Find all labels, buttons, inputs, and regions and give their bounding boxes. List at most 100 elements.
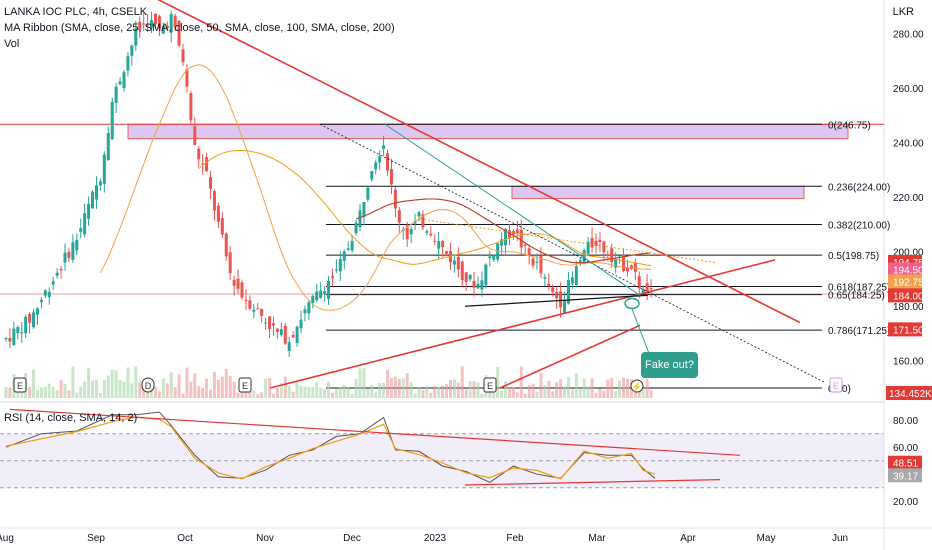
candle-body xyxy=(500,239,504,246)
candle-body xyxy=(275,328,279,332)
earnings-marker-label: D xyxy=(145,381,152,391)
volume-bar xyxy=(413,393,417,398)
candle-body xyxy=(224,233,228,257)
volume-bar xyxy=(75,392,79,398)
fib-label: 0.5(198.75) xyxy=(828,251,879,262)
candle-body xyxy=(633,262,637,272)
volume-bar xyxy=(338,387,342,398)
volume-bar xyxy=(79,386,83,398)
volume-bar xyxy=(622,377,626,398)
volume-bar xyxy=(150,386,154,398)
volume-bar xyxy=(488,388,492,398)
time-tick-label: Dec xyxy=(343,533,361,544)
candle-body xyxy=(79,228,83,232)
time-tick-label: May xyxy=(757,533,776,544)
price-badge xyxy=(888,322,922,337)
volume-bar xyxy=(500,390,504,398)
volume-bar xyxy=(614,391,618,398)
event-markers[interactable]: E D E E E ⚡ xyxy=(13,377,843,393)
candle-body xyxy=(539,255,543,274)
callout-pointer xyxy=(631,308,651,357)
candle-body xyxy=(551,287,555,292)
volume-bar xyxy=(598,388,602,398)
volume-bar xyxy=(323,388,327,398)
volume-bar xyxy=(342,384,346,398)
candle-body xyxy=(189,93,193,121)
candle-body xyxy=(354,222,358,234)
candle-body xyxy=(622,254,626,271)
volume-bar xyxy=(283,376,287,398)
volume-bar xyxy=(169,372,173,398)
supply-zones xyxy=(0,123,884,200)
candle-body xyxy=(460,261,464,281)
volume-bar xyxy=(256,393,260,398)
candle-body xyxy=(87,203,91,219)
volume-bar xyxy=(224,368,228,398)
earnings-marker[interactable] xyxy=(238,377,252,393)
candle-body xyxy=(625,267,629,272)
earnings-marker[interactable] xyxy=(829,377,843,393)
volume-bar xyxy=(20,392,24,398)
candle-body xyxy=(614,259,618,268)
volume-bar xyxy=(185,367,189,398)
volume-bar xyxy=(618,380,622,398)
rsi-badge-label: 39.17 xyxy=(893,471,918,482)
fibonacci-levels: 0(246.75) 0.236(224.00) 0.382(210.00) 0.5(1… xyxy=(320,120,890,395)
candle-body xyxy=(555,292,559,299)
volume-bar xyxy=(527,384,531,398)
candle-body xyxy=(437,241,441,249)
candle-body xyxy=(370,171,374,180)
candle-body xyxy=(476,283,480,289)
volume-bar xyxy=(543,385,547,398)
lower-channel-line xyxy=(499,324,641,389)
volume-bar xyxy=(409,381,413,398)
earnings-marker[interactable] xyxy=(141,377,155,393)
candle-body xyxy=(645,283,649,294)
earnings-marker[interactable] xyxy=(13,377,27,393)
volume-bar xyxy=(47,383,51,398)
candle-body xyxy=(602,241,606,252)
candle-body xyxy=(393,189,397,209)
volume-bar xyxy=(315,382,319,398)
candle-body xyxy=(8,337,12,342)
volume-bar xyxy=(448,380,452,398)
time-tick-label: Apr xyxy=(680,533,696,544)
candle-body xyxy=(488,256,492,259)
volume-bar xyxy=(441,385,445,398)
price-badge xyxy=(888,262,922,277)
candle-body xyxy=(161,25,165,34)
ma-ribbon-legend[interactable]: MA Ribbon (SMA, close, 25, SMA, close, 5… xyxy=(4,22,395,34)
candle-body xyxy=(445,251,449,254)
volume-bar xyxy=(138,381,142,398)
rsi-legend[interactable]: RSI (14, close, SMA, 14, 2) xyxy=(4,412,138,424)
ma-line xyxy=(198,150,652,267)
volume-legend[interactable]: Vol xyxy=(4,38,20,50)
volume-bar xyxy=(641,389,645,398)
time-tick-label: Feb xyxy=(506,533,524,544)
candle-body xyxy=(75,239,79,251)
candle-body xyxy=(342,251,346,261)
volume-bar xyxy=(51,386,55,398)
candle-body xyxy=(106,133,110,160)
volume-bar xyxy=(43,386,47,398)
time-tick-label: Oct xyxy=(177,533,193,544)
ma-line xyxy=(355,198,652,264)
candle-body xyxy=(515,229,519,234)
volume-bar xyxy=(586,386,590,398)
earnings-marker[interactable] xyxy=(483,377,497,393)
candle-body xyxy=(405,225,409,240)
candle-body xyxy=(338,258,342,272)
currency-label: LKR xyxy=(892,6,914,18)
earnings-marker-label: E xyxy=(242,381,248,391)
volume-bar xyxy=(157,391,161,398)
rsi-resistance-line xyxy=(9,408,741,456)
time-tick-label: Nov xyxy=(256,533,274,544)
volume-bar xyxy=(319,387,323,398)
volume-bar xyxy=(504,380,508,398)
candle-body xyxy=(441,241,445,248)
volume-bar xyxy=(559,379,563,398)
price-axis: 280.00 260.00 240.00 220.00 200.00 180.00 160.… xyxy=(886,30,932,508)
candle-body xyxy=(330,276,334,279)
candle-body xyxy=(248,300,252,309)
